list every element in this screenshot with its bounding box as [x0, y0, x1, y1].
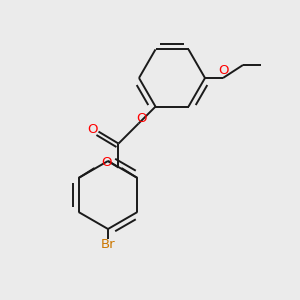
Text: O: O — [87, 123, 98, 136]
Text: O: O — [101, 156, 112, 169]
Text: O: O — [219, 64, 229, 77]
Text: Br: Br — [101, 238, 115, 250]
Text: O: O — [136, 112, 147, 125]
